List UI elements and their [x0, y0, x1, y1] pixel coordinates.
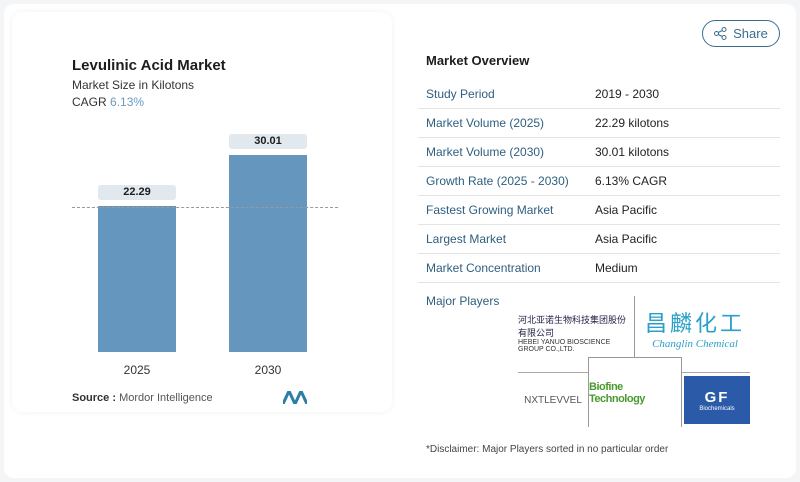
source-label: Source :	[72, 392, 117, 404]
row-value: Asia Pacific	[595, 203, 658, 217]
row-value: 22.29 kilotons	[595, 116, 670, 130]
row-key: Market Volume (2025)	[426, 116, 545, 130]
mordor-logo-icon	[283, 391, 307, 404]
chart-title: Levulinic Acid Market	[72, 57, 226, 74]
row-key: Market Volume (2030)	[426, 145, 545, 159]
overview-row: Fastest Growing Market Asia Pacific	[418, 196, 780, 225]
cagr: CAGR 6.13%	[72, 95, 144, 109]
reference-line	[72, 207, 338, 208]
share-label: Share	[733, 26, 768, 41]
player-logo-biofine: Biofine Technology	[588, 357, 682, 427]
row-value: Asia Pacific	[595, 232, 658, 246]
row-key: Largest Market	[426, 232, 507, 246]
row-key: Fastest Growing Market	[426, 203, 554, 217]
bar-2030	[229, 155, 307, 352]
player-logo-nxtlevvel: NXTLEVVEL	[524, 394, 582, 406]
major-players-label: Major Players	[426, 294, 500, 308]
row-value: 2019 - 2030	[595, 87, 660, 101]
overview-row: Study Period 2019 - 2030	[418, 80, 780, 109]
row-value: 30.01 kilotons	[595, 145, 670, 159]
player-logo-changlin: 昌麟化工 Changlin Chemical	[644, 310, 745, 350]
player-name: Changlin Chemical	[652, 337, 738, 350]
overview-title: Market Overview	[426, 53, 530, 68]
source: Source : Mordor Intelligence	[72, 392, 213, 404]
chart-card	[12, 12, 392, 412]
row-value: Medium	[595, 261, 638, 275]
x-tick-label: 2030	[254, 363, 282, 377]
overview-row: Growth Rate (2025 - 2030) 6.13% CAGR	[418, 167, 780, 196]
bar-2025	[98, 206, 176, 352]
divider	[634, 296, 635, 366]
row-key: Market Concentration	[426, 261, 541, 275]
cagr-value: 6.13%	[110, 95, 145, 109]
overview-row: Largest Market Asia Pacific	[418, 225, 780, 254]
player-logo-gf-biochemicals: GF Biochemicals	[684, 376, 750, 424]
source-value: Mordor Intelligence	[119, 392, 213, 404]
share-icon	[714, 27, 727, 40]
disclaimer: *Disclaimer: Major Players sorted in no …	[426, 444, 669, 455]
row-value: 6.13% CAGR	[595, 174, 668, 188]
x-tick-label: 2025	[123, 363, 151, 377]
overview-row: Market Volume (2030) 30.01 kilotons	[418, 138, 780, 167]
cagr-label: CAGR	[72, 95, 107, 109]
data-label: 30.01	[229, 134, 307, 150]
row-key: Growth Rate (2025 - 2030)	[426, 174, 569, 188]
overview-row: Market Volume (2025) 22.29 kilotons	[418, 109, 780, 138]
player-name: HEBEI YANUO BIOSCIENCE GROUP CO.,LTD.	[518, 338, 611, 353]
chart-subtitle: Market Size in Kilotons	[72, 78, 195, 92]
player-logo-hebei-yanuo: 河北亚诺生物科技集团股份有限公司 HEBEI YANUO BIOSCIENCE G…	[518, 310, 634, 355]
row-key: Study Period	[426, 87, 495, 101]
share-button[interactable]: Share	[702, 20, 780, 47]
overview-row: Market Concentration Medium	[418, 254, 780, 283]
data-label: 22.29	[98, 185, 176, 200]
